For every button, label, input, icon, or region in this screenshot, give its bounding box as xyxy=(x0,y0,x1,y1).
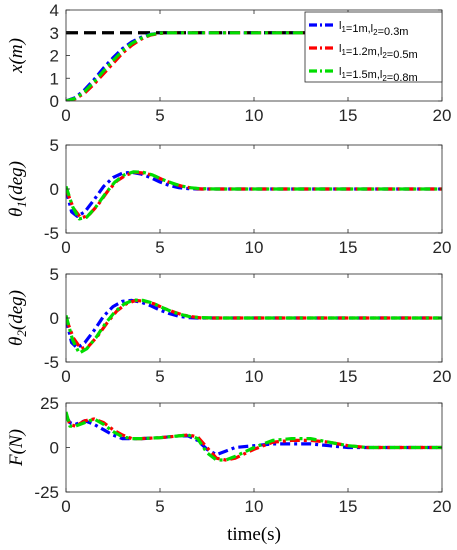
x-tick-label: 0 xyxy=(61,497,70,516)
y-tick-label: 4 xyxy=(50,1,59,20)
legend-text: = xyxy=(346,46,352,58)
x-tick-label: 20 xyxy=(433,367,452,386)
y-tick-label: 0 xyxy=(50,180,59,199)
y-axis-label: x(m) xyxy=(6,38,27,74)
y-tick-label: 0 xyxy=(50,309,59,328)
x-tick-label: 0 xyxy=(61,367,70,386)
x-tick-label: 5 xyxy=(155,497,164,516)
y-tick-label: 5 xyxy=(50,265,59,284)
series-line-1 xyxy=(66,414,442,457)
x-tick-label: 0 xyxy=(61,238,70,257)
legend-entry-label: l1=1.2m,l2=0.5m xyxy=(339,43,418,61)
x-tick-label: 10 xyxy=(245,238,264,257)
y-axis-label-unit: (N) xyxy=(6,429,27,454)
x-tick-label: 5 xyxy=(155,106,164,125)
legend-text: l xyxy=(339,43,341,55)
y-tick-label: 2 xyxy=(50,47,59,66)
y-axis-label-main: θ xyxy=(6,337,27,346)
x-axis-label: time(s) xyxy=(227,524,281,545)
y-axis-label-main: F xyxy=(6,454,27,467)
legend-text: ,l xyxy=(377,69,383,81)
x-tick-label: 20 xyxy=(433,238,452,257)
y-axis-label: θ2(deg) xyxy=(6,290,29,346)
legend-text: = xyxy=(346,23,352,35)
series-group xyxy=(66,298,442,355)
series-group xyxy=(66,170,442,221)
y-tick-label: 0 xyxy=(50,439,59,458)
y-tick-label: -25 xyxy=(34,483,59,502)
y-axis-label: F(N) xyxy=(6,429,27,467)
x-tick-label: 15 xyxy=(339,367,358,386)
y-tick-label: 0 xyxy=(50,92,59,111)
legend-subscript: 2 xyxy=(382,51,387,60)
x-tick-label: 20 xyxy=(433,497,452,516)
x-tick-label: 0 xyxy=(61,106,70,125)
x-tick-label: 10 xyxy=(245,106,264,125)
y-tick-label: 5 xyxy=(50,136,59,155)
y-axis-label-sub: 1 xyxy=(14,201,29,208)
legend-text: l xyxy=(339,20,341,32)
y-tick-label: -5 xyxy=(44,353,59,372)
legend-text: ,l xyxy=(377,46,383,58)
legend: l1=1m,l2=0.3ml1=1.2m,l2=0.5ml1=1.5m,l2=0… xyxy=(304,11,443,84)
x-tick-label: 15 xyxy=(339,238,358,257)
legend-subscript: 1 xyxy=(341,25,346,34)
y-axis-label-unit: (deg) xyxy=(6,290,27,330)
y-axis-label-main: θ xyxy=(6,208,27,217)
legend-value: 0.3m xyxy=(384,26,408,38)
x-tick-label: 15 xyxy=(339,497,358,516)
legend-value: 1m xyxy=(352,23,367,35)
series-line-2 xyxy=(66,298,442,351)
legend-text: = xyxy=(387,49,393,61)
legend-value: 0.8m xyxy=(393,72,417,84)
x-tick-label: 15 xyxy=(339,106,358,125)
legend-text: = xyxy=(346,69,352,81)
legend-subscript: 2 xyxy=(382,74,387,83)
x-tick-label: 20 xyxy=(433,106,452,125)
x-tick-label: 10 xyxy=(245,497,264,516)
y-tick-label: 25 xyxy=(40,394,59,413)
legend-value: 1.2m xyxy=(352,46,376,58)
y-axis-label-sub: 2 xyxy=(14,330,29,337)
series-line-2 xyxy=(66,170,442,220)
series-line-3 xyxy=(66,31,442,101)
y-axis-label: θ1(deg) xyxy=(6,161,29,217)
legend-entry-label: l1=1.5m,l2=0.8m xyxy=(339,66,418,84)
y-axis-label-unit: (m) xyxy=(6,38,27,64)
series-group xyxy=(66,411,442,462)
legend-subscript: 2 xyxy=(373,28,378,37)
series-line-3 xyxy=(66,411,442,462)
y-tick-label: 1 xyxy=(50,69,59,88)
y-tick-label: -5 xyxy=(44,224,59,243)
y-tick-label: 3 xyxy=(50,24,59,43)
y-axis-label-main: x xyxy=(6,64,27,74)
legend-value: 1.5m xyxy=(352,69,376,81)
legend-subscript: 1 xyxy=(341,71,346,80)
legend-text: = xyxy=(387,72,393,84)
legend-text: l xyxy=(339,66,341,78)
y-axis-label-unit: (deg) xyxy=(6,161,27,201)
x-tick-label: 5 xyxy=(155,238,164,257)
legend-subscript: 1 xyxy=(341,48,346,57)
legend-text: ,l xyxy=(368,23,374,35)
legend-entry-label: l1=1m,l2=0.3m xyxy=(339,20,408,38)
subplot-1: 0 5 10 15 2001234x(m)l1=1m,l2=0.3ml1=1.2m,l2… xyxy=(6,1,451,125)
x-tick-label: 5 xyxy=(155,367,164,386)
x-tick-label: 10 xyxy=(245,367,264,386)
series-line-3 xyxy=(66,298,442,355)
legend-value: 0.5m xyxy=(393,49,417,61)
legend-text: = xyxy=(378,26,384,38)
series-line-3 xyxy=(66,170,442,221)
